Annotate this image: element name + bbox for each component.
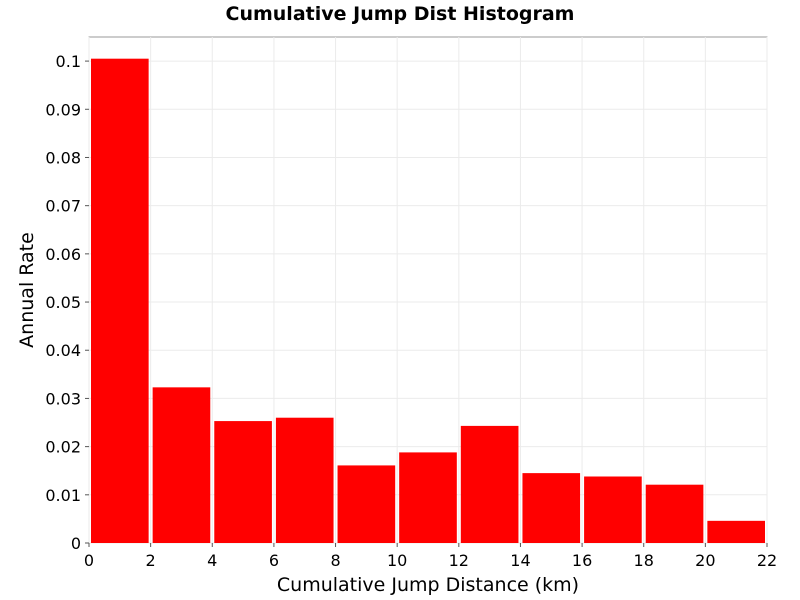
y-tick-label: 0.03 xyxy=(45,389,81,408)
x-tick-label: 2 xyxy=(146,551,156,570)
x-tick-label: 4 xyxy=(207,551,217,570)
bar-2-4 xyxy=(152,387,211,543)
x-tick-label: 12 xyxy=(449,551,469,570)
y-tick-label: 0.02 xyxy=(45,438,81,457)
x-tick-label: 8 xyxy=(330,551,340,570)
bar-6-8 xyxy=(275,417,334,543)
x-axis-label: Cumulative Jump Distance (km) xyxy=(277,574,579,596)
x-tick-label: 14 xyxy=(510,551,530,570)
x-tick-label: 0 xyxy=(84,551,94,570)
y-tick-label: 0.05 xyxy=(45,293,81,312)
y-tick-label: 0.1 xyxy=(56,52,81,71)
x-tick-label: 16 xyxy=(572,551,592,570)
x-tick-label: 10 xyxy=(387,551,407,570)
y-tick-label: 0.09 xyxy=(45,100,81,119)
y-tick-label: 0.07 xyxy=(45,197,81,216)
y-tick-label: 0.04 xyxy=(45,341,81,360)
bar-10-12 xyxy=(399,452,457,543)
bar-20-22 xyxy=(707,520,765,543)
chart-title: Cumulative Jump Dist Histogram xyxy=(226,3,575,25)
bar-8-10 xyxy=(337,465,396,543)
bar-14-16 xyxy=(522,473,581,543)
x-tick-label: 22 xyxy=(757,551,777,570)
bars xyxy=(91,58,765,543)
bar-4-6 xyxy=(214,421,272,543)
y-tick-label: 0.08 xyxy=(45,148,81,167)
x-tick-label: 18 xyxy=(634,551,654,570)
bar-18-20 xyxy=(645,484,704,543)
y-axis-label: Annual Rate xyxy=(16,232,38,348)
bar-16-18 xyxy=(584,476,642,543)
x-tick-label: 6 xyxy=(269,551,279,570)
y-tick-label: 0.06 xyxy=(45,245,81,264)
y-tick-label: 0.01 xyxy=(45,486,81,505)
x-tick-label: 20 xyxy=(695,551,715,570)
y-axis-ticks: 0 0.01 0.02 0.03 0.04 0.05 0.06 0.07 0.08 0.09 0.1 xyxy=(45,52,89,553)
bar-12-14 xyxy=(460,425,519,543)
y-tick-label: 0 xyxy=(71,534,81,553)
bar-0-2 xyxy=(91,58,149,543)
x-axis-ticks: 0 2 4 6 8 10 12 14 16 18 20 22 xyxy=(84,543,777,570)
